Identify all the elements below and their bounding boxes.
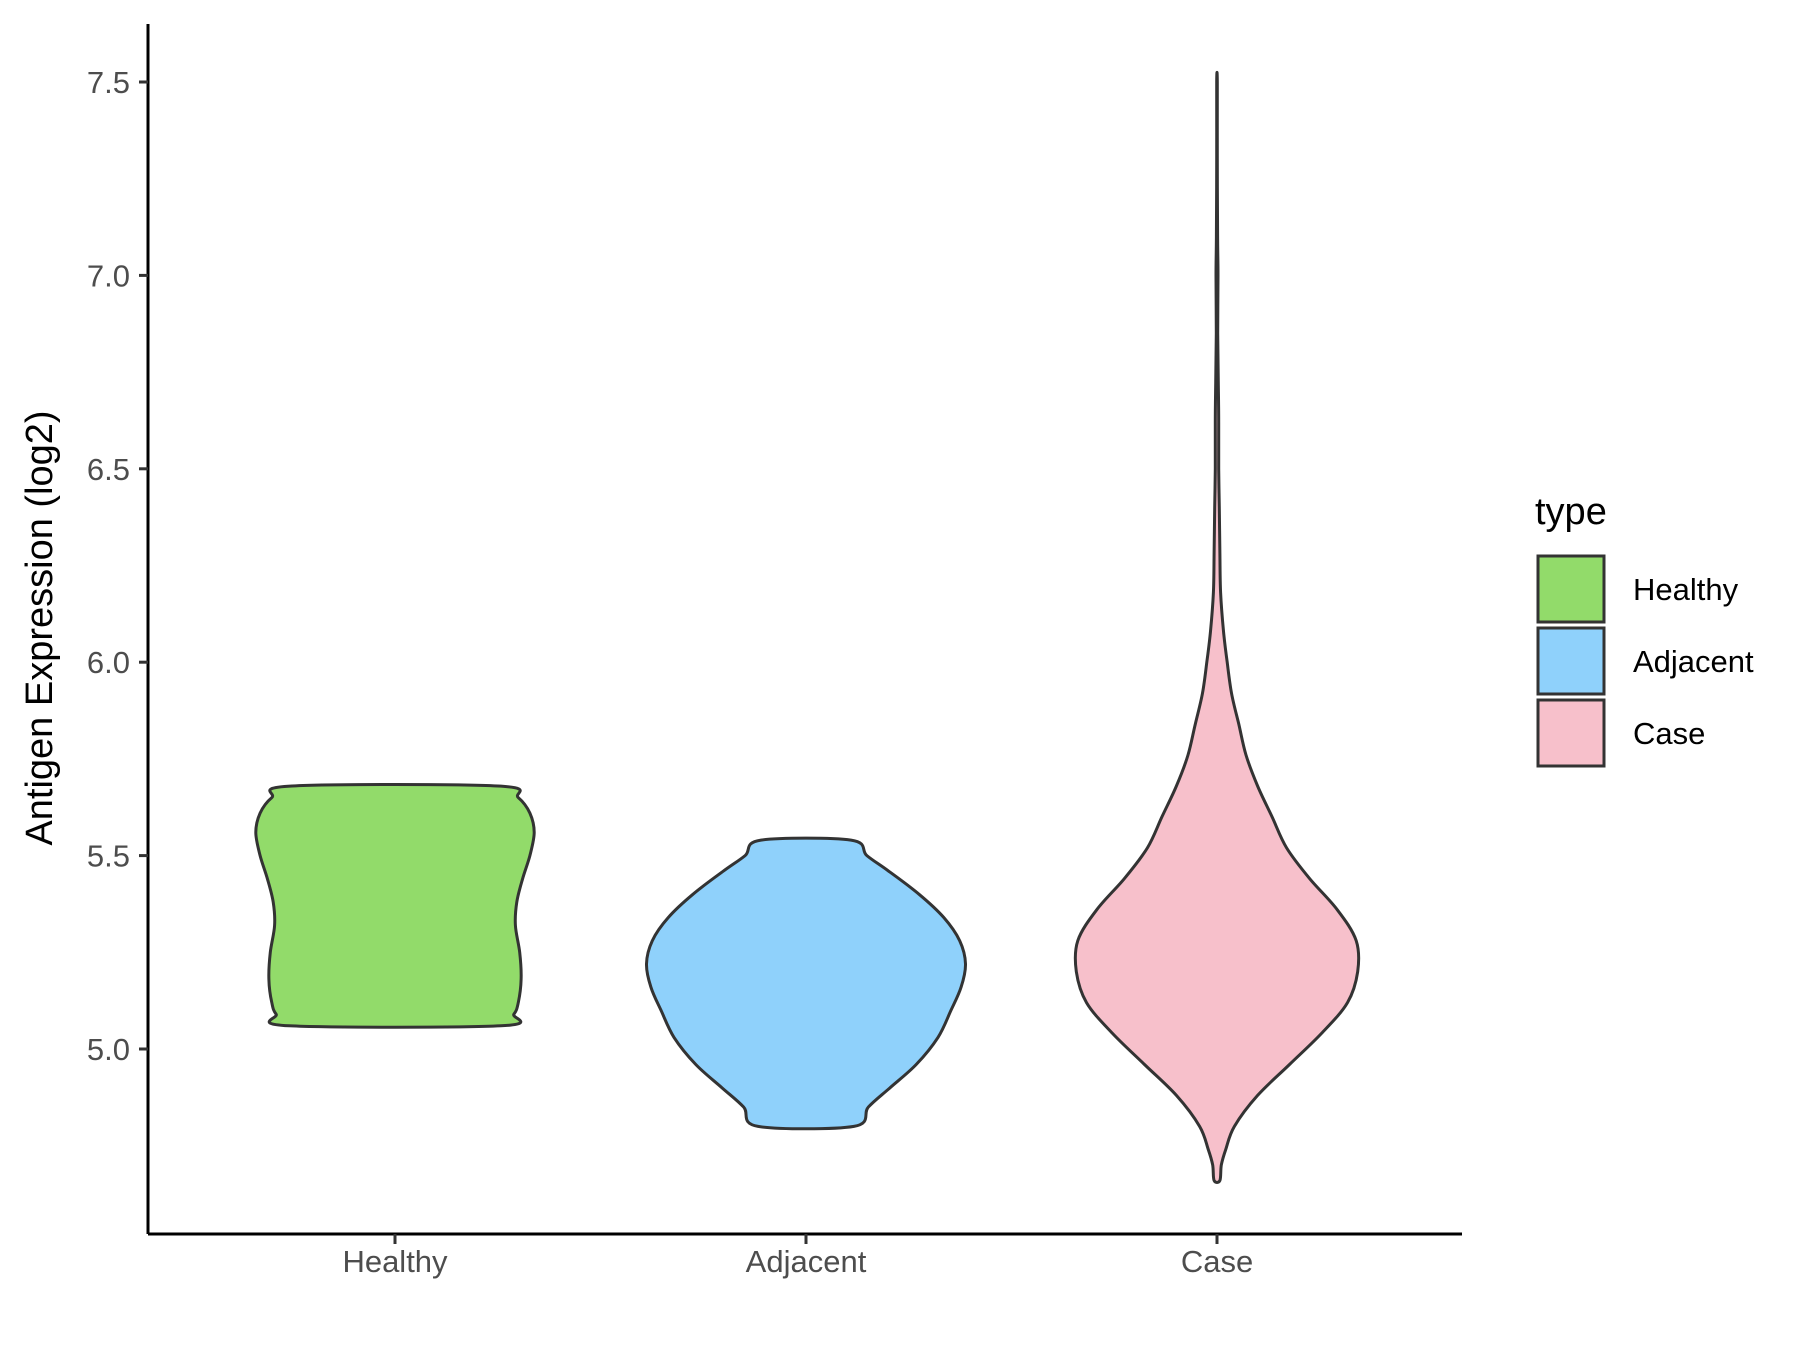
legend-swatch-healthy [1536, 554, 1606, 624]
violin-case [1073, 70, 1361, 1184]
x-tick-label-case: Case [1181, 1244, 1253, 1279]
y-tick-label: 7.5 [87, 65, 130, 100]
y-ticks: 5.0 5.5 6.0 6.5 7.0 7.5 [87, 65, 148, 1067]
legend-label-case: Case [1633, 716, 1705, 751]
x-tick-label-healthy: Healthy [342, 1244, 448, 1279]
y-tick-label: 5.0 [87, 1032, 130, 1067]
violin-adjacent [644, 836, 968, 1131]
legend-label-adjacent: Adjacent [1633, 644, 1754, 679]
x-ticks: Healthy Adjacent Case [342, 1234, 1253, 1279]
legend-title: type [1535, 491, 1607, 533]
legend-label-healthy: Healthy [1633, 572, 1739, 607]
legend-swatch-adjacent [1536, 626, 1606, 696]
y-tick-label: 5.5 [87, 839, 130, 874]
violin-layer [254, 70, 1361, 1184]
y-tick-label: 6.5 [87, 452, 130, 487]
legend-swatch-case [1536, 698, 1606, 768]
x-tick-label-adjacent: Adjacent [746, 1244, 867, 1279]
legend: type Healthy Adjacent Case [1535, 491, 1754, 768]
y-tick-label: 6.0 [87, 645, 130, 680]
violin-healthy [254, 783, 536, 1029]
y-tick-label: 7.0 [87, 258, 130, 293]
y-axis-title: Antigen Expression (log2) [19, 410, 61, 845]
